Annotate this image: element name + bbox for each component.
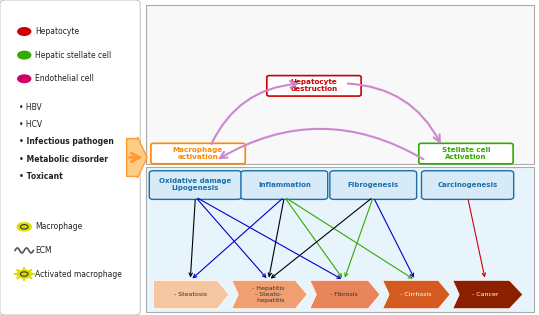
Circle shape — [18, 51, 31, 59]
Text: Oxidative damage
Lipogenesis: Oxidative damage Lipogenesis — [159, 178, 232, 192]
Circle shape — [18, 28, 31, 35]
Text: Endothelial cell: Endothelial cell — [35, 74, 94, 83]
Text: - Cancer: - Cancer — [472, 292, 499, 297]
Circle shape — [18, 75, 31, 83]
Circle shape — [17, 270, 31, 278]
FancyBboxPatch shape — [146, 5, 534, 164]
Text: ECM: ECM — [35, 246, 52, 255]
Polygon shape — [232, 280, 307, 309]
FancyBboxPatch shape — [146, 167, 534, 312]
Circle shape — [17, 223, 31, 231]
Text: - Steatosis: - Steatosis — [174, 292, 207, 297]
Text: • Metabolic disorder: • Metabolic disorder — [19, 155, 108, 163]
Text: - Fibrosis: - Fibrosis — [330, 292, 358, 297]
Text: Inflammation: Inflammation — [258, 182, 311, 188]
Text: Carcinogenesis: Carcinogenesis — [438, 182, 497, 188]
Polygon shape — [453, 280, 523, 309]
Text: Hepatocyte
destruction: Hepatocyte destruction — [291, 79, 338, 92]
Text: • Infectious pathogen: • Infectious pathogen — [19, 137, 114, 146]
Text: • Toxicant: • Toxicant — [19, 172, 63, 181]
Text: Macrophage
activation: Macrophage activation — [172, 147, 223, 160]
Polygon shape — [154, 280, 229, 309]
Text: Hepatocyte: Hepatocyte — [35, 27, 79, 36]
Text: • HCV: • HCV — [19, 120, 42, 129]
FancyBboxPatch shape — [421, 171, 514, 199]
FancyBboxPatch shape — [267, 76, 361, 96]
Polygon shape — [310, 280, 380, 309]
FancyArrow shape — [127, 137, 147, 178]
FancyBboxPatch shape — [419, 143, 513, 164]
FancyBboxPatch shape — [241, 171, 328, 199]
Text: • HBV: • HBV — [19, 103, 42, 112]
FancyBboxPatch shape — [0, 0, 140, 315]
Text: Macrophage: Macrophage — [35, 222, 82, 231]
Text: Hepatic stellate cell: Hepatic stellate cell — [35, 51, 111, 60]
FancyBboxPatch shape — [149, 171, 241, 199]
Polygon shape — [383, 280, 450, 309]
FancyBboxPatch shape — [151, 143, 245, 164]
Text: Fibrogenesis: Fibrogenesis — [348, 182, 399, 188]
Text: Activated macrophage: Activated macrophage — [35, 270, 122, 278]
Text: Stellate cell
Activation: Stellate cell Activation — [442, 147, 490, 160]
FancyBboxPatch shape — [330, 171, 417, 199]
Text: - Cirrhosis: - Cirrhosis — [399, 292, 431, 297]
Text: - Hepatitis
- Steato-
  hepatitis: - Hepatitis - Steato- hepatitis — [252, 286, 285, 303]
